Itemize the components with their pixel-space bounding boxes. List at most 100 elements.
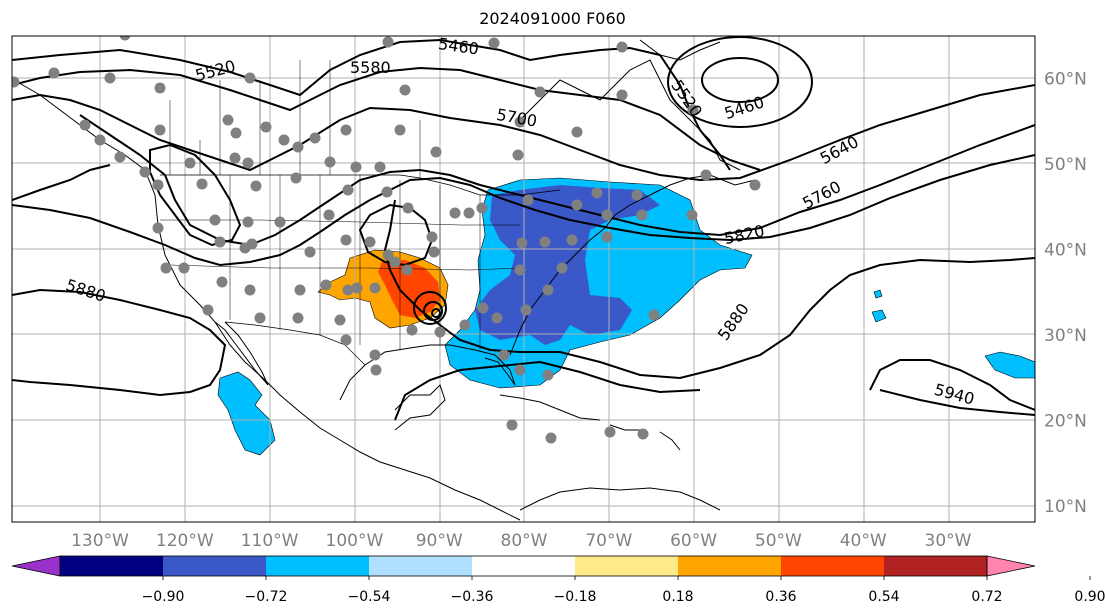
colorbar-tick-label: −0.18 [554, 589, 597, 605]
station-marker [488, 37, 500, 49]
station-marker [304, 246, 316, 258]
station-marker [154, 124, 166, 136]
station-marker [426, 231, 438, 243]
station-marker [94, 134, 106, 146]
station-marker [229, 152, 241, 164]
station-marker [749, 179, 761, 191]
colorbar-extend-high [986, 555, 1036, 577]
station-marker [254, 312, 266, 324]
lat-tick-label: 30°N [1044, 326, 1087, 346]
station-marker [214, 236, 226, 248]
lat-tick-label: 40°N [1044, 241, 1087, 261]
station-marker [522, 194, 534, 206]
station-marker [477, 302, 489, 314]
station-marker [545, 432, 557, 444]
station-marker [428, 246, 440, 258]
station-marker [687, 104, 699, 116]
station-marker [382, 249, 394, 261]
station-marker [534, 86, 546, 98]
lat-tick-label: 60°N [1044, 70, 1087, 90]
station-marker [250, 180, 262, 192]
station-marker [686, 209, 698, 221]
colorbar: −0.90 −0.72 −0.54 −0.36 −0.18 0.18 0.36 0.54 0.7… [11, 555, 1105, 605]
station-marker [278, 134, 290, 146]
anomaly-lightblue-region [217, 371, 276, 456]
colorbar-segment [781, 556, 884, 576]
station-marker [399, 84, 411, 96]
station-marker [320, 279, 332, 291]
lon-tick-label: 120°W [156, 531, 214, 551]
colorbar-tick-label: 0.72 [971, 589, 1002, 605]
station-marker [340, 334, 352, 346]
colorbar-tick-label: 0.18 [662, 589, 693, 605]
colorbar-tick-label: −0.36 [451, 589, 494, 605]
station-marker [324, 156, 336, 168]
station-marker [139, 166, 151, 178]
colorbar-segment [60, 556, 163, 576]
station-marker [242, 216, 254, 228]
station-marker [370, 364, 382, 376]
station-marker [601, 231, 613, 243]
station-marker [334, 314, 346, 326]
lon-tick-label: 40°W [840, 531, 887, 551]
station-marker [571, 199, 583, 211]
station-marker [463, 207, 475, 219]
station-marker [369, 349, 381, 361]
station-marker [79, 119, 91, 131]
station-marker [244, 72, 256, 84]
colorbar-segment [369, 556, 472, 576]
lon-tick-labels: 130°W 120°W 110°W 100°W 90°W 80°W 70°W 60°W 50°W… [71, 531, 972, 551]
lon-tick-label: 90°W [416, 531, 463, 551]
lat-tick-label: 10°N [1044, 497, 1087, 517]
station-marker [340, 234, 352, 246]
lon-tick-label: 50°W [755, 531, 802, 551]
lat-tick-labels: 10°N 20°N 30°N 40°N 50°N 60°N [1044, 70, 1087, 518]
colorbar-extend-low [11, 555, 61, 577]
station-marker [294, 284, 306, 296]
station-marker [12, 76, 20, 88]
station-marker [374, 161, 386, 173]
lon-tick-label: 60°W [670, 531, 717, 551]
lon-tick-label: 30°W [925, 531, 972, 551]
station-marker [514, 116, 526, 128]
station-marker [571, 126, 583, 138]
station-marker [601, 209, 613, 221]
station-marker [119, 36, 131, 41]
station-marker [566, 234, 578, 246]
station-marker [430, 146, 442, 158]
station-marker [152, 179, 164, 191]
station-marker [292, 141, 304, 153]
station-marker [274, 216, 286, 228]
station-marker [246, 238, 258, 250]
station-marker [160, 262, 172, 274]
colorbar-segment [575, 556, 678, 576]
station-marker [309, 132, 321, 144]
station-marker [402, 202, 414, 214]
coastlines [13, 39, 756, 521]
lon-tick-label: 100°W [326, 531, 384, 551]
station-marker [292, 312, 304, 324]
station-marker [516, 237, 528, 249]
station-marker [114, 151, 126, 163]
station-marker [178, 262, 190, 274]
station-marker [244, 284, 256, 296]
station-marker [631, 189, 643, 201]
station-marker [230, 127, 242, 139]
station-marker [382, 36, 394, 48]
station-marker [542, 369, 554, 381]
station-marker [459, 319, 471, 331]
station-marker [184, 157, 196, 169]
station-marker [381, 186, 393, 198]
anomaly-lightblue-region [984, 351, 1035, 379]
station-marker [636, 209, 648, 221]
station-marker [202, 304, 214, 316]
station-marker [152, 222, 164, 234]
anomaly-lightblue-region [871, 309, 887, 323]
station-marker [290, 172, 302, 184]
station-marker [539, 236, 551, 248]
station-marker [222, 114, 234, 126]
station-marker [394, 124, 406, 136]
station-layer [12, 36, 761, 444]
anomaly-redorange-region [378, 260, 440, 318]
